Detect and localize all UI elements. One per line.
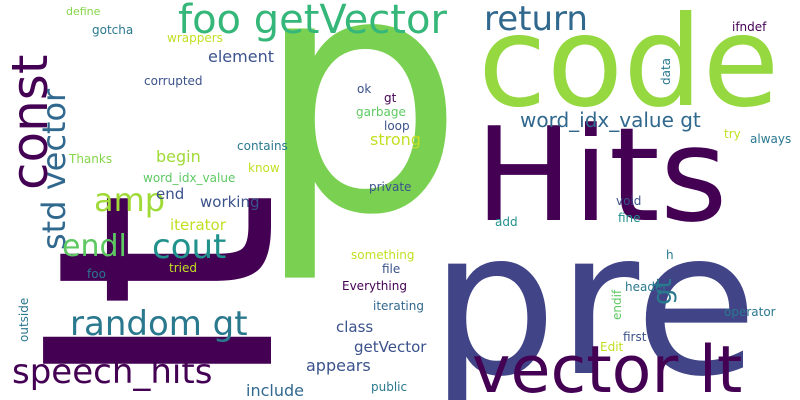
word-foo: foo	[87, 267, 106, 281]
word-hits: Hits	[475, 99, 728, 251]
word-appears: appears	[306, 356, 371, 375]
word-gt-small: gt	[384, 91, 397, 105]
word-fine: fine	[618, 211, 641, 225]
word-private: private	[369, 180, 412, 194]
word-iterating: iterating	[373, 299, 424, 313]
word-foo-getvector: foo getVector	[178, 0, 447, 43]
word-end: end	[156, 185, 185, 203]
word-public: public	[371, 380, 408, 394]
word-know: know	[248, 161, 280, 175]
word-include: include	[246, 381, 304, 400]
word-always: always	[750, 132, 792, 146]
word-class: class	[336, 318, 374, 336]
word-header: header	[625, 280, 668, 294]
word-ifndef: ifndef	[732, 20, 767, 34]
word-cout: cout	[152, 227, 227, 267]
word-code: code	[478, 0, 780, 135]
word-word-idx-value-gt: word_idx_value gt	[520, 108, 701, 132]
word-working: working	[200, 193, 260, 211]
word-something: something	[351, 248, 415, 262]
word-everything: Everything	[342, 279, 407, 293]
word-file: file	[382, 262, 401, 276]
word-iterator: iterator	[170, 216, 226, 234]
word-void: void	[616, 194, 642, 208]
word-speech-hits: speech_hits	[12, 352, 213, 392]
word-corrupted: corrupted	[144, 74, 203, 88]
word-getvector: getVector	[354, 338, 427, 356]
word-ok: ok	[357, 82, 372, 96]
word-random-gt: random gt	[70, 304, 248, 344]
word-garbage: garbage	[356, 105, 406, 119]
word-loop: loop	[384, 119, 410, 133]
word-contains: contains	[237, 139, 288, 153]
word-data: data	[659, 57, 673, 85]
word-edit: Edit	[600, 340, 624, 354]
word-tried: tried	[169, 261, 197, 275]
word-return: return	[484, 0, 588, 39]
word-pre: pre	[430, 188, 758, 400]
word-std-vector: std vector	[35, 88, 73, 250]
word-element: element	[208, 47, 274, 66]
word-define: define	[66, 5, 101, 18]
word-vector-lt: vector lt	[472, 333, 743, 400]
word-wrappers: wrappers	[167, 31, 223, 45]
word-h: h	[666, 248, 674, 262]
word-endl: endl	[62, 229, 127, 264]
word-endif: endif	[610, 289, 624, 320]
word-first: first	[623, 330, 647, 344]
word-try: try	[724, 127, 741, 141]
word-outside: outside	[17, 297, 31, 342]
word-operator: operator	[724, 305, 776, 319]
word-add: add	[495, 215, 518, 229]
word-begin: begin	[156, 147, 201, 166]
word-p: p	[255, 0, 465, 287]
word-amp: amp	[94, 181, 166, 219]
word-gotcha: gotcha	[92, 23, 134, 37]
word-strong: strong	[370, 130, 421, 149]
word-word-idx-value: word_idx_value	[143, 171, 236, 185]
word-thanks: Thanks	[69, 152, 113, 166]
